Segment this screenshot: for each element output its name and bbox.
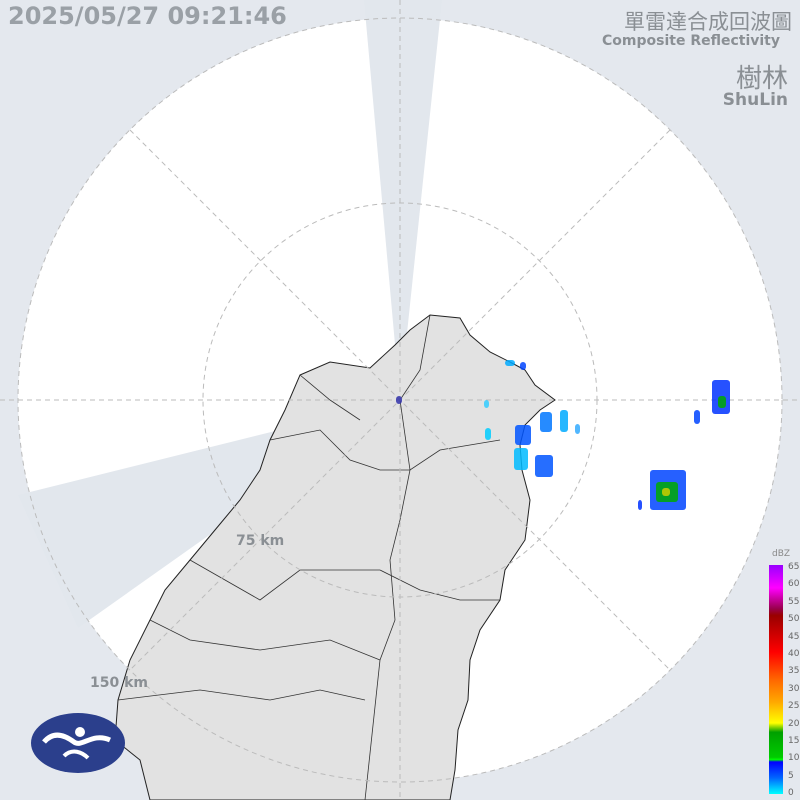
echo-cell [484,400,489,408]
title-chinese: 單雷達合成回波圖 [624,10,792,34]
echo-cell [514,448,528,470]
legend-tick: 0 [788,788,794,799]
site-name-chinese: 樹林 [735,64,788,94]
legend-tick: 45 [788,631,800,642]
echo-cell [396,396,402,404]
radar-echoes [396,360,730,510]
echo-cell [505,360,515,366]
echo-cell [718,396,726,408]
title-english: Composite Reflectivity [602,33,780,49]
echo-cell [694,410,700,424]
legend-tick: 40 [788,649,800,659]
echo-cell [540,412,552,432]
echo-cell [535,455,553,477]
legend-tick: 15 [788,736,800,746]
range-label-75: 75 km [236,533,285,549]
cwa-logo [31,713,125,773]
legend-tick: 10 [788,753,800,764]
echo-cell [638,500,642,510]
echo-cell [575,424,580,434]
echo-cell [662,488,670,496]
legend-tick: 60 [788,579,800,590]
legend-tick: 65 [788,562,800,572]
site-name-english: ShuLin [722,90,788,110]
dbz-color-scale [769,565,783,794]
legend-tick: 55 [788,596,800,607]
legend-tick: 30 [788,683,800,694]
range-label-150: 150 km [90,675,148,691]
county-borders [117,314,501,800]
echo-cell [515,425,531,445]
legend-unit: dBZ [772,549,791,559]
legend-tick: 25 [788,701,800,712]
legend-tick: 20 [788,718,800,729]
legend-tick: 5 [788,770,794,781]
echo-cell [520,362,526,370]
legend-tick: 35 [788,666,800,677]
echo-cell [560,410,568,432]
timestamp: 2025/05/27 09:21:46 [8,2,287,30]
legend-tick: 50 [788,614,800,625]
echo-cell [485,428,491,440]
